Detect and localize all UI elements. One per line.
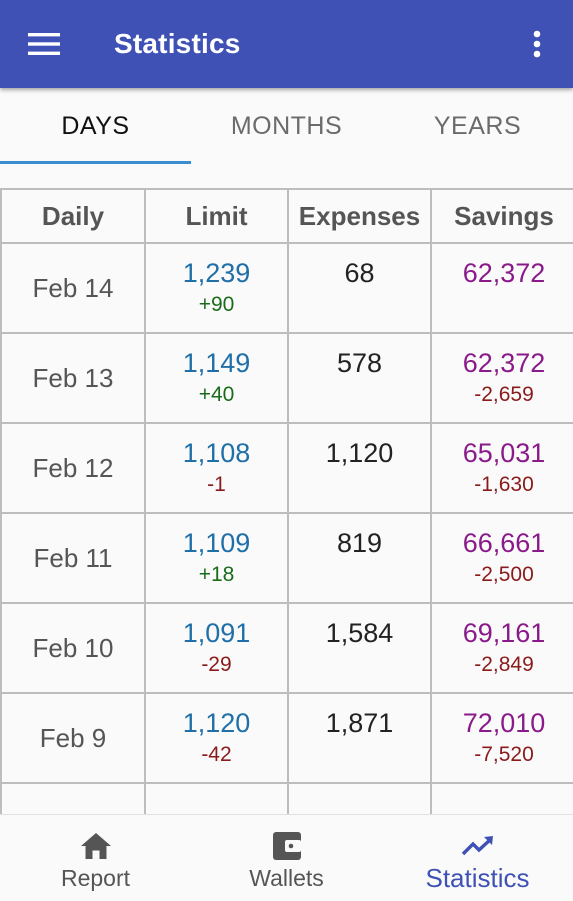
row-date: Feb 12 (0, 422, 146, 514)
savings-cell: 72,010 -7,520 (430, 692, 573, 784)
expenses-cell: 1,584 (287, 602, 432, 694)
limit-value: 1,149 (182, 348, 251, 378)
page-title: Statistics (114, 28, 241, 59)
header-expenses: Expenses (287, 188, 432, 244)
table-row[interactable]: Feb 13 1,149 +40 578 62,372 -2,659 (0, 332, 573, 424)
overflow-menu-button[interactable] (519, 24, 555, 64)
limit-cell: 1,120 -42 (144, 692, 289, 784)
limit-value: 1,091 (182, 618, 251, 648)
limit-change: -29 (201, 653, 232, 676)
limit-value: 1,239 (182, 258, 251, 288)
savings-value: 65,031 (462, 438, 546, 468)
limit-change: -42 (201, 743, 232, 766)
savings-cell: 65,031 -1,630 (430, 422, 573, 514)
limit-cell: 1,108 -1 (144, 422, 289, 514)
limit-cell: 1,149 +40 (144, 332, 289, 424)
nav-report-label: Report (60, 865, 131, 891)
tab-indicator (0, 161, 191, 164)
tab-days[interactable]: DAYS (61, 111, 130, 140)
row-date (0, 782, 146, 814)
savings-value: 72,010 (462, 708, 546, 738)
savings-change: -2,849 (474, 653, 534, 676)
savings-change: -2,659 (474, 383, 534, 406)
table-row[interactable]: Feb 10 1,091 -29 1,584 69,161 -2,849 (0, 602, 573, 694)
limit-value: 1,109 (182, 528, 251, 558)
table-row[interactable] (0, 782, 573, 814)
wallet-icon (272, 832, 301, 860)
savings-cell: 69,161 -2,849 (430, 602, 573, 694)
savings-cell: 62,372 -2,659 (430, 332, 573, 424)
limit-change: -1 (207, 473, 226, 496)
menu-button[interactable] (22, 24, 66, 64)
statistics-table-container[interactable]: Daily Limit Expenses Savings Feb 14 1,23… (0, 188, 573, 814)
savings-value: 62,372 (462, 258, 546, 288)
header-savings: Savings (430, 188, 573, 244)
nav-statistics-label: Statistics (425, 863, 530, 893)
nav-statistics[interactable]: Statistics (382, 815, 573, 901)
savings-change: -7,520 (474, 743, 534, 766)
savings-cell: 62,372 (430, 242, 573, 334)
tab-years[interactable]: YEARS (433, 111, 522, 140)
home-icon (80, 833, 111, 859)
more-vert-icon (533, 30, 541, 58)
table-row[interactable]: Feb 9 1,120 -42 1,871 72,010 -7,520 (0, 692, 573, 784)
limit-value: 1,120 (182, 708, 251, 738)
expenses-cell: 819 (287, 512, 432, 604)
table-row[interactable]: Feb 11 1,109 +18 819 66,661 -2,500 (0, 512, 573, 604)
nav-wallets-label: Wallets (249, 865, 324, 891)
savings-value: 62,372 (462, 348, 546, 378)
savings-change: -1,630 (474, 473, 534, 496)
savings-value: 66,661 (462, 528, 546, 558)
table-header-row: Daily Limit Expenses Savings (0, 188, 573, 244)
row-date: Feb 13 (0, 332, 146, 424)
table-row[interactable]: Feb 14 1,239 +90 68 62,372 (0, 242, 573, 334)
savings-value: 69,161 (462, 618, 546, 648)
period-tabs: DAYS MONTHS YEARS (0, 88, 573, 164)
limit-value: 1,108 (182, 438, 251, 468)
savings-cell (430, 782, 573, 814)
expenses-cell: 1,871 (287, 692, 432, 784)
tab-months[interactable]: MONTHS (230, 111, 343, 140)
expenses-value: 1,584 (325, 618, 394, 648)
header-daily: Daily (0, 188, 146, 244)
limit-cell (144, 782, 289, 814)
expenses-cell: 578 (287, 332, 432, 424)
nav-report[interactable]: Report (0, 815, 191, 901)
expenses-cell (287, 782, 432, 814)
table-row[interactable]: Feb 12 1,108 -1 1,120 65,031 -1,630 (0, 422, 573, 514)
limit-cell: 1,239 +90 (144, 242, 289, 334)
nav-wallets[interactable]: Wallets (191, 815, 382, 901)
expenses-value: 819 (336, 528, 383, 558)
savings-cell: 66,661 -2,500 (430, 512, 573, 604)
statistics-table: Daily Limit Expenses Savings Feb 14 1,23… (0, 188, 573, 814)
row-date: Feb 10 (0, 602, 146, 694)
limit-cell: 1,109 +18 (144, 512, 289, 604)
app-bar: Statistics (0, 0, 573, 88)
limit-change: +90 (198, 293, 235, 316)
row-date: Feb 11 (0, 512, 146, 604)
hamburger-menu-icon (28, 33, 60, 55)
expenses-cell: 68 (287, 242, 432, 334)
expenses-value: 1,120 (325, 438, 394, 468)
limit-change: +40 (198, 383, 235, 406)
row-date: Feb 9 (0, 692, 146, 784)
limit-cell: 1,091 -29 (144, 602, 289, 694)
savings-change (432, 288, 573, 292)
header-limit: Limit (144, 188, 289, 244)
limit-change: +18 (198, 563, 235, 586)
expenses-value: 578 (336, 348, 383, 378)
expenses-value: 1,871 (325, 708, 394, 738)
trending-up-icon (461, 836, 493, 856)
bottom-navigation: Report Wallets Statistics (0, 814, 573, 901)
expenses-value: 68 (344, 258, 375, 288)
row-date: Feb 14 (0, 242, 146, 334)
expenses-cell: 1,120 (287, 422, 432, 514)
savings-change: -2,500 (474, 563, 534, 586)
